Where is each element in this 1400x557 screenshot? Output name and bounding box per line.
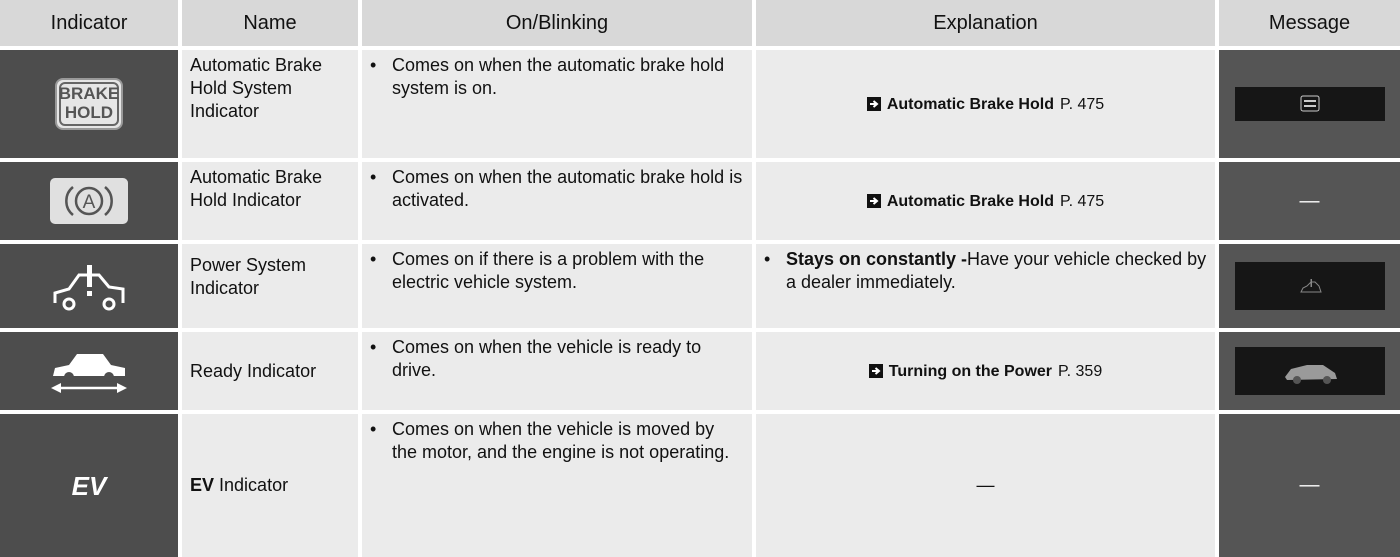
explanation-cell: —	[756, 414, 1215, 557]
name-cell: Power System Indicator	[182, 244, 358, 328]
description: Comes on when the vehicle is ready to dr…	[392, 337, 702, 380]
column-header: On/Blinking	[362, 0, 752, 46]
reference: Automatic Brake Hold P. 475	[866, 190, 1105, 213]
explanation-cell: Automatic Brake Hold P. 475	[756, 162, 1215, 240]
reference-page: P. 475	[1059, 192, 1105, 210]
message-cell	[1219, 332, 1400, 410]
message-cell	[1219, 244, 1400, 328]
explanation-text: Have your vehicle checked by a dealer im…	[786, 249, 1207, 292]
reference: Turning on the Power P. 359	[868, 360, 1103, 383]
name: Automatic Brake Hold Indicator	[190, 167, 323, 210]
reference-page: P. 359	[1058, 362, 1103, 380]
column-header: Indicator	[0, 0, 178, 46]
message-thumbnail	[1234, 262, 1385, 310]
reference-link: Automatic Brake Hold	[886, 95, 1054, 113]
column-header: Explanation	[756, 0, 1215, 46]
message-cell: —	[1219, 414, 1400, 557]
reference-link: Automatic Brake Hold	[886, 192, 1054, 210]
indicator-cell: BRAKE HOLD	[0, 50, 178, 158]
icon-text: EV	[72, 471, 109, 501]
indicator-cell	[0, 244, 178, 328]
explanation: Stays on constantly -Have your vehicle c…	[786, 248, 1207, 294]
description: Comes on when the vehicle is moved by th…	[392, 419, 730, 462]
message: —	[1299, 189, 1320, 212]
name-bold: EV	[190, 475, 215, 495]
ref-arrow	[868, 364, 883, 378]
name-cell: Automatic Brake Hold Indicator	[182, 162, 358, 240]
name-cell: EV Indicator	[182, 414, 358, 557]
explanation: —	[976, 475, 995, 495]
name: Automatic Brake Hold System Indicator	[190, 55, 323, 121]
name: Power System Indicator	[190, 255, 307, 298]
ready-icon	[51, 354, 127, 393]
description: Comes on if there is a problem with the …	[392, 249, 705, 292]
name-cell: Ready Indicator	[182, 332, 358, 410]
name-text: Indicator	[219, 475, 289, 495]
on-blinking-cell: Comes on when the automatic brake hold i…	[362, 162, 752, 240]
ref-arrow	[866, 97, 881, 111]
name: EV Indicator	[190, 474, 288, 497]
icon-text: A	[83, 192, 96, 213]
brake-hold-icon: BRAKE HOLD	[55, 78, 123, 130]
explanation-cell: Turning on the Power P. 359	[756, 332, 1215, 410]
brake-hold-a-icon: A	[50, 178, 128, 224]
reference-link: Turning on the Power	[888, 362, 1053, 380]
indicator-cell: EV	[0, 414, 178, 557]
icon-text: BRAKE	[59, 84, 119, 103]
reference: Automatic Brake Hold P. 475	[866, 93, 1105, 116]
column-header: Name	[182, 0, 358, 46]
indicator-cell: A	[0, 162, 178, 240]
reference-page: P. 475	[1059, 95, 1105, 113]
description: Comes on when the automatic brake hold s…	[392, 55, 725, 98]
description: Comes on when the automatic brake hold i…	[392, 167, 743, 210]
name: Ready Indicator	[190, 360, 317, 381]
message-cell	[1219, 50, 1400, 158]
ev-icon: EV	[72, 471, 109, 501]
explanation-cell: Stays on constantly -Have your vehicle c…	[756, 244, 1215, 328]
message-thumbnail	[1234, 347, 1385, 395]
name-cell: Automatic Brake Hold System Indicator	[182, 50, 358, 158]
on-blinking-cell: Comes on when the automatic brake hold s…	[362, 50, 752, 158]
message-thumbnail	[1234, 87, 1385, 121]
message: —	[1299, 474, 1320, 496]
on-blinking-cell: Comes on when the vehicle is ready to dr…	[362, 332, 752, 410]
indicator-cell	[0, 332, 178, 410]
explanation-cell: Automatic Brake Hold P. 475	[756, 50, 1215, 158]
power-system-icon	[53, 265, 125, 311]
explanation-bold: Stays on constantly -	[786, 249, 968, 269]
on-blinking-cell: Comes on when the vehicle is moved by th…	[362, 414, 752, 557]
message-cell: —	[1219, 162, 1400, 240]
ref-arrow	[866, 194, 881, 208]
on-blinking-cell: Comes on if there is a problem with the …	[362, 244, 752, 328]
icon-text: HOLD	[65, 103, 113, 122]
column-header: Message	[1219, 0, 1400, 46]
